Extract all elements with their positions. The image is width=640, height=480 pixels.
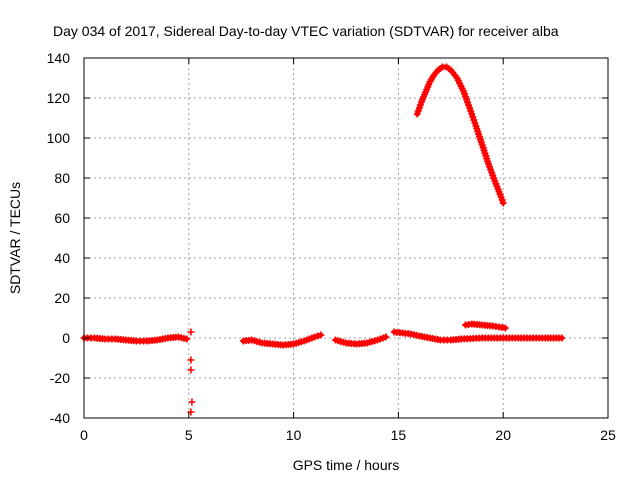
series-sat-track-d xyxy=(390,328,566,344)
series-high-arc xyxy=(413,63,507,207)
x-axis-label: GPS time / hours xyxy=(293,457,400,473)
series-sat-track-b xyxy=(239,331,325,349)
grid-lines xyxy=(84,58,608,418)
x-tick-labels: 0 5 10 15 20 25 xyxy=(80,427,616,443)
data-point xyxy=(188,398,196,406)
data-point xyxy=(317,331,325,339)
series-sat-track-a xyxy=(80,333,191,345)
plot-frame xyxy=(83,57,609,419)
data-point xyxy=(311,333,319,341)
data-point xyxy=(187,356,195,364)
x-tick-label: 25 xyxy=(600,427,616,443)
data-points xyxy=(80,63,566,416)
y-tick-label: 40 xyxy=(54,250,70,266)
data-point xyxy=(501,324,509,332)
y-tick-label: 100 xyxy=(47,130,71,146)
y-tick-label: 0 xyxy=(62,330,70,346)
series-sat-track-e xyxy=(461,320,509,332)
y-tick-label: -20 xyxy=(50,370,70,386)
y-tick-label: -40 xyxy=(50,410,70,426)
data-point xyxy=(187,366,195,374)
y-tick-label: 140 xyxy=(47,50,71,66)
y-tick-label: 80 xyxy=(54,170,70,186)
x-tick-label: 15 xyxy=(391,427,407,443)
data-point xyxy=(187,328,195,336)
y-tick-label: 60 xyxy=(54,210,70,226)
y-tick-labels: -40 -20 0 20 40 60 80 100 120 140 xyxy=(47,50,71,426)
x-tick-label: 10 xyxy=(286,427,302,443)
chart-title: Day 034 of 2017, Sidereal Day-to-day VTE… xyxy=(53,23,559,39)
series-outliers-near-5h xyxy=(187,328,196,416)
data-point xyxy=(382,333,390,341)
data-point xyxy=(499,199,507,207)
y-tick-label: 120 xyxy=(47,90,71,106)
series-sat-track-c xyxy=(332,333,390,348)
data-point xyxy=(314,332,322,340)
data-point xyxy=(183,335,191,343)
y-tick-label: 20 xyxy=(54,290,70,306)
y-axis-label: SDTVAR / TECUs xyxy=(7,182,23,294)
x-tick-label: 0 xyxy=(80,427,88,443)
data-point xyxy=(558,334,566,342)
x-tick-label: 5 xyxy=(185,427,193,443)
axis-ticks xyxy=(83,57,609,419)
x-tick-label: 20 xyxy=(495,427,511,443)
